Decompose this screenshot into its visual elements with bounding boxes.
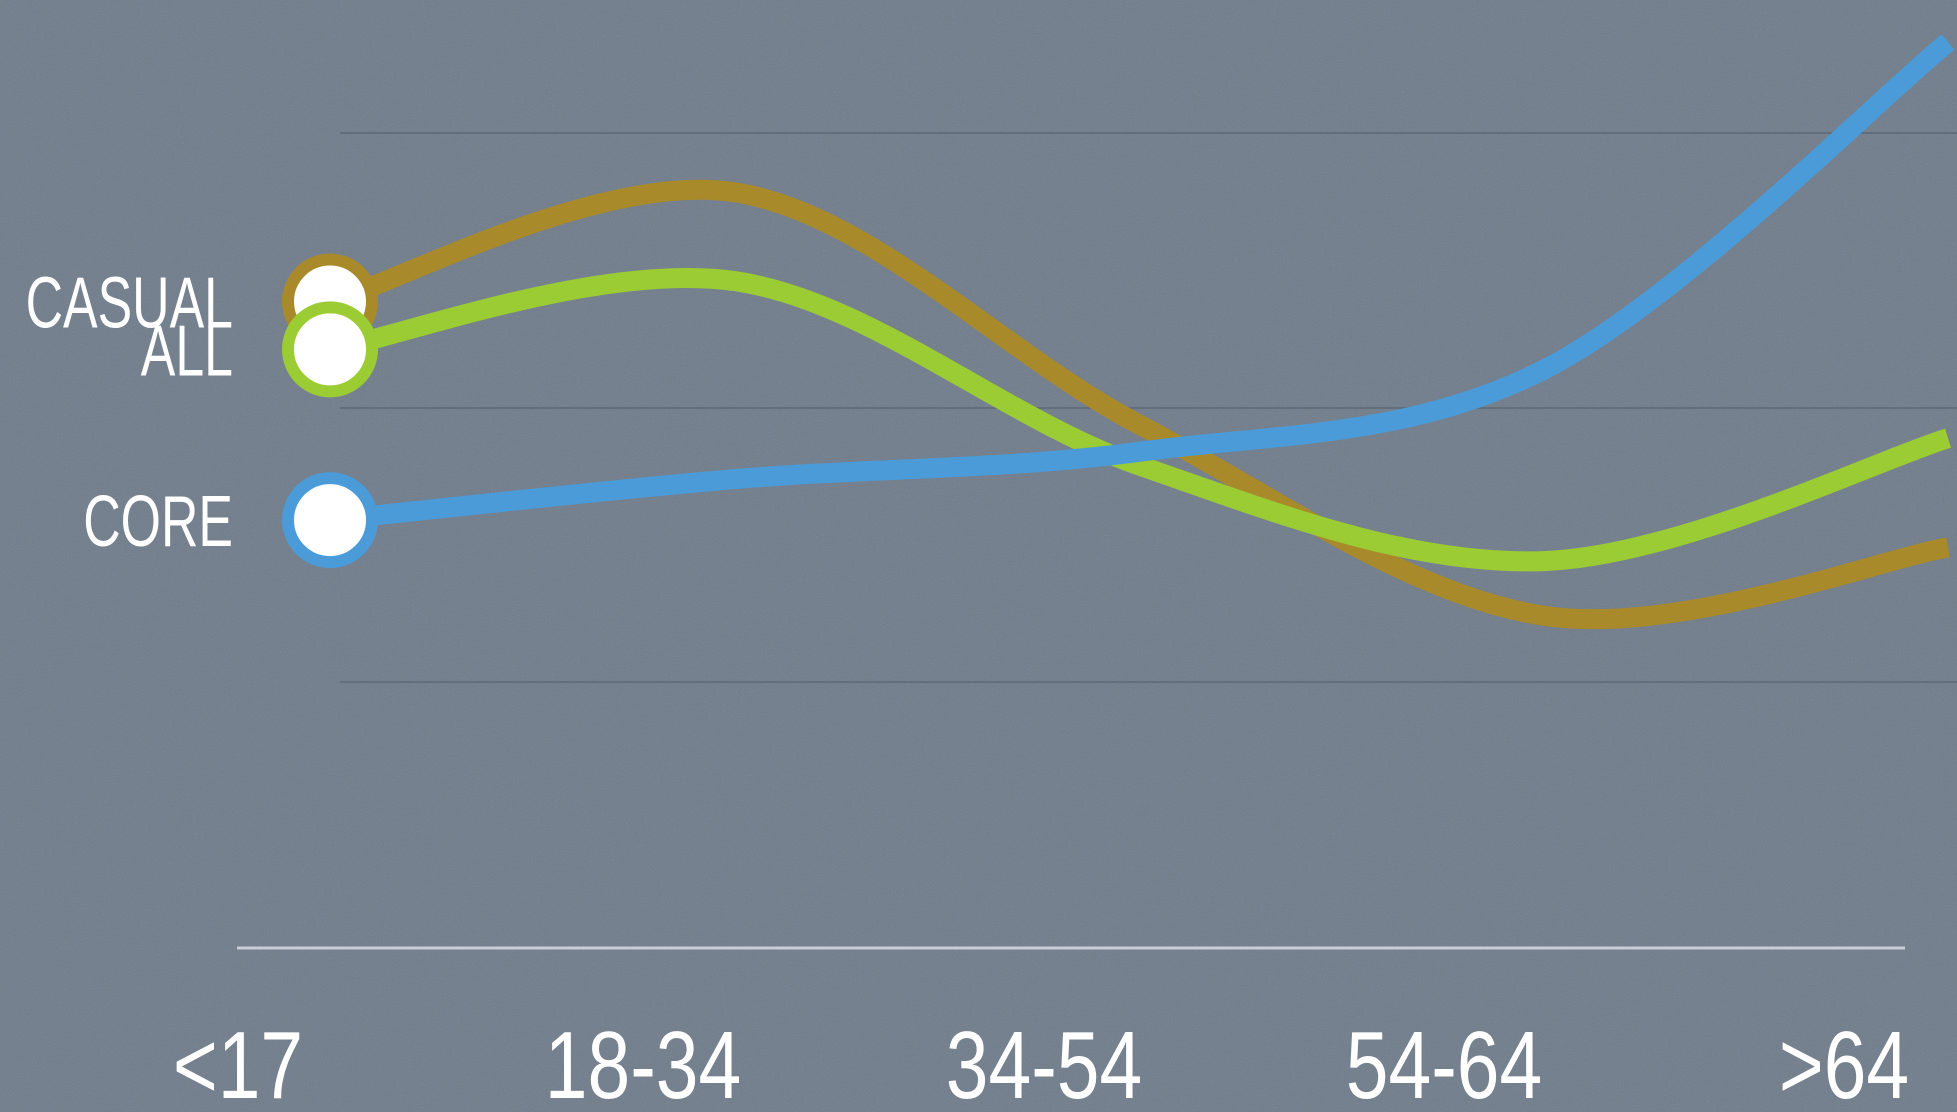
series-line-core	[328, 34, 1955, 531]
series-line-casual	[327, 179, 1950, 630]
x-tick-labels: <17 18-34 34-54 54-64 >64	[173, 1012, 1909, 1112]
x-tick-label: 34-54	[946, 1012, 1142, 1112]
gridlines	[340, 132, 1957, 683]
series-marker-core	[282, 472, 378, 569]
x-tick-label: >64	[1779, 1012, 1909, 1112]
series-label-core: CORE	[83, 482, 233, 562]
series-line-all	[328, 267, 1951, 572]
series-label-casual: CASUAL	[26, 263, 233, 343]
x-tick-label: 18-34	[545, 1012, 741, 1112]
series-lines	[327, 34, 1955, 630]
series-start-markers	[282, 253, 378, 569]
x-tick-label: 54-64	[1346, 1012, 1542, 1112]
series-label-all: ALL	[141, 311, 233, 391]
x-tick-label: <17	[173, 1012, 303, 1112]
series-marker-all	[282, 301, 378, 398]
